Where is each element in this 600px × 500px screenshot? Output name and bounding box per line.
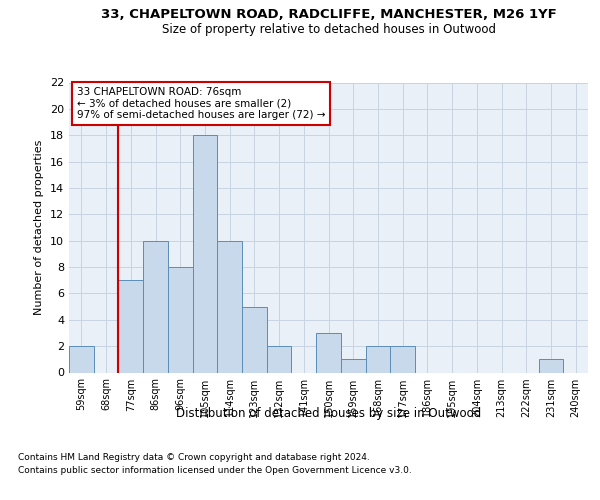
Bar xyxy=(341,360,365,372)
Bar xyxy=(390,346,415,372)
Bar xyxy=(118,280,143,372)
Text: 33, CHAPELTOWN ROAD, RADCLIFFE, MANCHESTER, M26 1YF: 33, CHAPELTOWN ROAD, RADCLIFFE, MANCHEST… xyxy=(101,8,557,20)
Text: Size of property relative to detached houses in Outwood: Size of property relative to detached ho… xyxy=(162,22,496,36)
Text: 33 CHAPELTOWN ROAD: 76sqm
← 3% of detached houses are smaller (2)
97% of semi-de: 33 CHAPELTOWN ROAD: 76sqm ← 3% of detach… xyxy=(77,87,325,120)
Bar xyxy=(217,240,242,372)
Text: Contains public sector information licensed under the Open Government Licence v3: Contains public sector information licen… xyxy=(18,466,412,475)
Bar xyxy=(267,346,292,372)
Text: Contains HM Land Registry data © Crown copyright and database right 2024.: Contains HM Land Registry data © Crown c… xyxy=(18,452,370,462)
Bar xyxy=(193,135,217,372)
Bar xyxy=(168,267,193,372)
Bar xyxy=(69,346,94,372)
Bar xyxy=(143,240,168,372)
Bar xyxy=(242,306,267,372)
Bar xyxy=(365,346,390,372)
Text: Distribution of detached houses by size in Outwood: Distribution of detached houses by size … xyxy=(176,408,481,420)
Y-axis label: Number of detached properties: Number of detached properties xyxy=(34,140,44,315)
Bar xyxy=(316,333,341,372)
Bar xyxy=(539,360,563,372)
